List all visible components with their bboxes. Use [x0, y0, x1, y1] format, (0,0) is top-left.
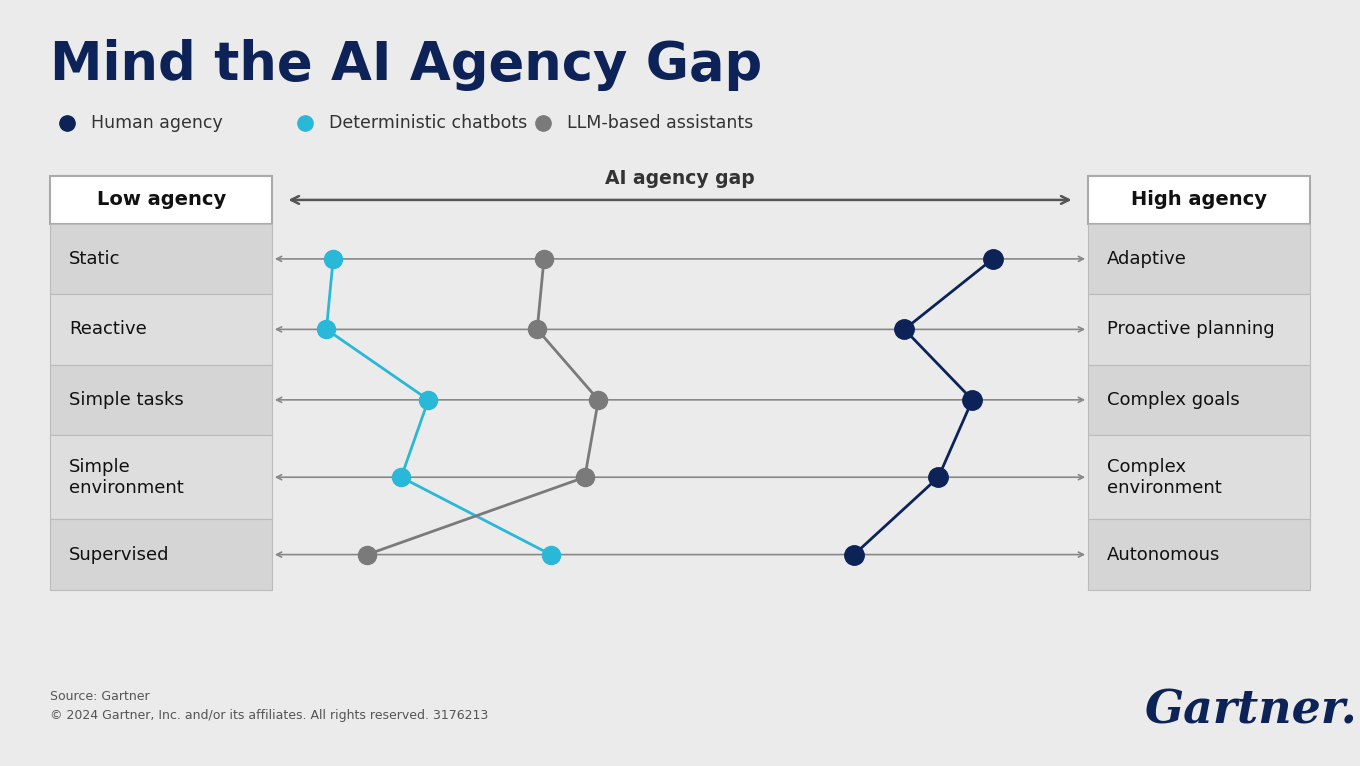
Bar: [1088, 294, 1310, 365]
Text: High agency: High agency: [1132, 191, 1268, 209]
Bar: [50, 176, 272, 224]
Text: Proactive planning: Proactive planning: [1107, 320, 1274, 339]
Text: Low agency: Low agency: [97, 191, 226, 209]
Text: AI agency gap: AI agency gap: [605, 169, 755, 188]
Bar: [1088, 176, 1310, 224]
Text: Complex goals: Complex goals: [1107, 391, 1240, 409]
Text: Human agency: Human agency: [91, 113, 223, 132]
Text: Deterministic chatbots: Deterministic chatbots: [329, 113, 528, 132]
Bar: [50, 224, 272, 294]
Text: Mind the AI Agency Gap: Mind the AI Agency Gap: [50, 39, 763, 91]
Text: Simple tasks: Simple tasks: [69, 391, 184, 409]
Bar: [50, 294, 272, 365]
Text: Simple
environment: Simple environment: [69, 458, 184, 496]
Bar: [1088, 365, 1310, 435]
Text: Reactive: Reactive: [69, 320, 147, 339]
Text: Gartner.: Gartner.: [1145, 688, 1357, 734]
Text: LLM-based assistants: LLM-based assistants: [567, 113, 753, 132]
Text: Supervised: Supervised: [69, 545, 170, 564]
Text: Autonomous: Autonomous: [1107, 545, 1220, 564]
Bar: [50, 435, 272, 519]
Text: Adaptive: Adaptive: [1107, 250, 1187, 268]
Bar: [50, 519, 272, 590]
Bar: [1088, 435, 1310, 519]
Text: Static: Static: [69, 250, 121, 268]
Bar: [50, 365, 272, 435]
Bar: [1088, 224, 1310, 294]
Text: Complex
environment: Complex environment: [1107, 458, 1221, 496]
Text: Source: Gartner
© 2024 Gartner, Inc. and/or its affiliates. All rights reserved.: Source: Gartner © 2024 Gartner, Inc. and…: [50, 690, 488, 722]
Bar: [1088, 519, 1310, 590]
